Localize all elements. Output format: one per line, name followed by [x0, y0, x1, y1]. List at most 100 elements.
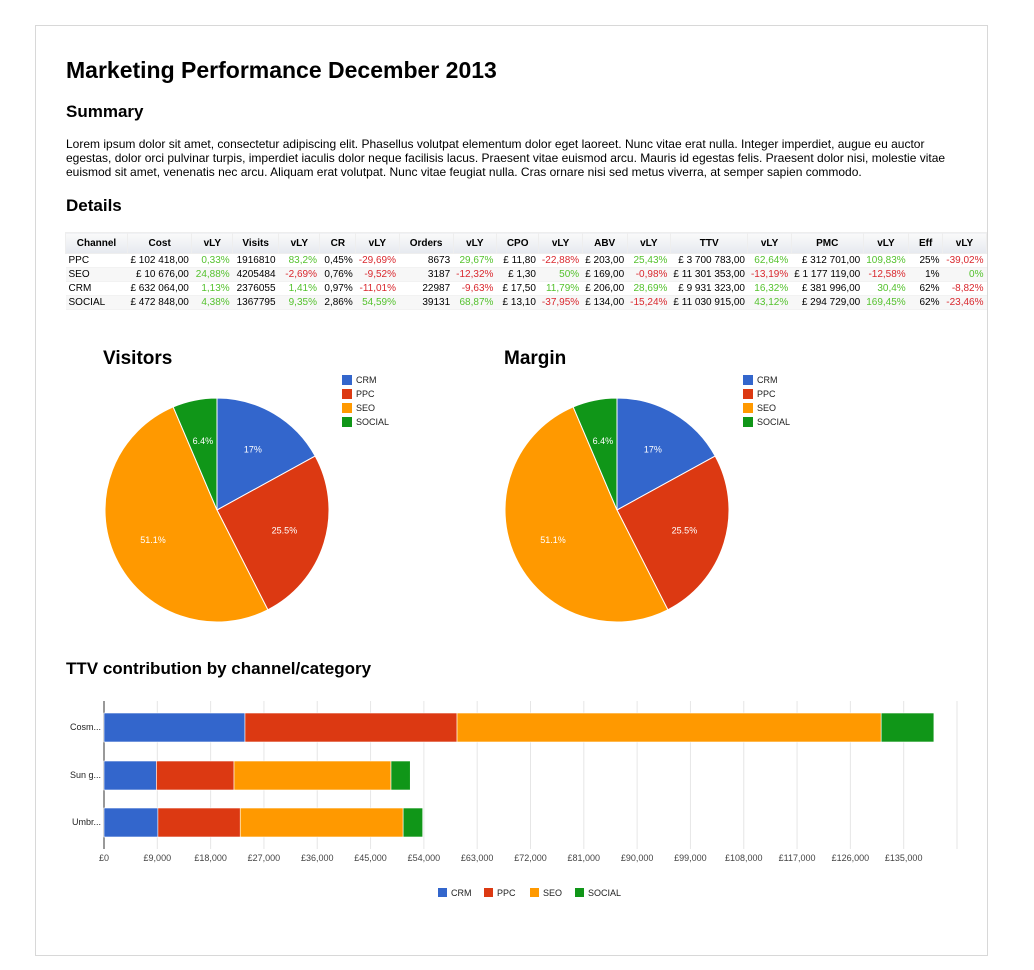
x-tick-label: £45,000	[354, 853, 387, 863]
bar-segment-ppc	[156, 760, 235, 791]
table-cell: 0%	[942, 267, 987, 282]
legend-label: SOCIAL	[757, 417, 790, 427]
table-cell: -22,88%	[538, 253, 583, 268]
legend-label: SOCIAL	[356, 417, 389, 427]
column-header[interactable]: Orders	[398, 232, 454, 254]
legend-label: CRM	[757, 375, 778, 385]
column-header[interactable]: ABV	[581, 232, 628, 254]
table-cell: £ 9 931 323,00	[670, 281, 748, 296]
legend-swatch-seo	[530, 888, 539, 897]
table-cell: 2,86%	[319, 295, 356, 310]
visitors-chart-title: Visitors	[103, 348, 173, 369]
column-header[interactable]: vLY	[191, 232, 234, 254]
table-cell: £ 3 700 783,00	[670, 253, 748, 268]
table-cell: 29,67%	[453, 253, 497, 268]
channel-cell: SEO	[65, 267, 128, 282]
pie-slice-social	[572, 397, 618, 511]
table-cell: £ 11,80	[496, 253, 539, 268]
table-cell: £ 102 418,00	[127, 253, 192, 268]
slice-label: 25.5%	[272, 526, 298, 536]
table-cell: 0,33%	[191, 253, 233, 268]
table-cell: 0,76%	[319, 267, 356, 282]
legend-label: PPC	[356, 389, 375, 399]
legend-label: SEO	[757, 403, 776, 413]
table-cell: -13,19%	[747, 267, 792, 282]
x-tick-label: £81,000	[568, 853, 601, 863]
report-page: Marketing Performance December 2013 Summ…	[35, 25, 988, 956]
pie-slice-crm	[216, 397, 316, 511]
legend-swatch-social	[575, 888, 584, 897]
table-cell: £ 294 729,00	[791, 295, 864, 310]
column-header[interactable]: Cost	[126, 232, 193, 254]
table-cell: -2,69%	[278, 267, 320, 282]
table-cell: 28,69%	[627, 281, 671, 296]
table-cell: 4205484	[232, 267, 279, 282]
table-cell: -9,52%	[355, 267, 400, 282]
table-cell: £ 17,50	[496, 281, 539, 296]
column-header[interactable]: vLY	[747, 232, 792, 254]
details-table: Channel Cost vLY Visits vLY CR vLY Orders vLY CPO…	[65, 232, 987, 310]
table-cell: 62,64%	[747, 253, 792, 268]
x-tick-label: £72,000	[514, 853, 547, 863]
table-cell: 39131	[399, 295, 454, 310]
table-row: CRM £ 632 064,00 1,13% 2376055 1,41% 0,97% -11…	[65, 281, 987, 296]
column-header[interactable]: Visits	[232, 232, 280, 254]
legend-swatch-ppc	[743, 389, 753, 399]
table-cell: -15,24%	[627, 295, 671, 310]
column-header[interactable]: TTV	[669, 232, 749, 254]
x-tick-label: £9,000	[144, 853, 172, 863]
slice-label: 51.1%	[140, 535, 166, 545]
bar-segment-crm	[103, 807, 159, 838]
y-category-label: Umbr...	[72, 817, 101, 827]
column-header[interactable]: vLY	[355, 232, 400, 254]
table-cell: £ 632 064,00	[127, 281, 192, 296]
table-cell: 43,12%	[747, 295, 792, 310]
table-cell: -29,69%	[355, 253, 400, 268]
slice-label: 6.4%	[593, 436, 614, 446]
y-category-label: Cosm...	[70, 722, 101, 732]
table-cell: £ 1 177 119,00	[791, 267, 864, 282]
legend-label: PPC	[497, 888, 516, 898]
legend-label: SEO	[356, 403, 375, 413]
channel-cell: PPC	[65, 253, 128, 268]
bar-segment-social	[402, 807, 423, 838]
column-header[interactable]: CPO	[495, 232, 540, 254]
column-header[interactable]: vLY	[538, 232, 583, 254]
table-cell: 54,59%	[355, 295, 400, 310]
table-cell: 109,83%	[863, 253, 909, 268]
table-cell: -12,32%	[453, 267, 497, 282]
column-header[interactable]: vLY	[862, 232, 910, 254]
table-cell: -0,98%	[627, 267, 671, 282]
pie-slice-social	[172, 397, 218, 511]
table-cell: £ 11 301 353,00	[670, 267, 748, 282]
x-tick-label: £126,000	[832, 853, 870, 863]
pie-slice-crm	[616, 397, 716, 511]
legend-swatch-seo	[743, 403, 753, 413]
legend-swatch-crm	[438, 888, 447, 897]
table-cell: £ 10 676,00	[127, 267, 192, 282]
table-cell: 68,87%	[453, 295, 497, 310]
pie-slice-seo	[504, 406, 669, 623]
table-cell: £ 203,00	[582, 253, 628, 268]
column-header[interactable]: vLY	[452, 232, 497, 254]
bar-segment-ppc	[157, 807, 241, 838]
table-cell: 30,4%	[863, 281, 909, 296]
table-cell: -37,95%	[538, 295, 583, 310]
table-cell: -11,01%	[355, 281, 400, 296]
pie-slice-ppc	[216, 455, 330, 611]
column-header[interactable]: vLY	[942, 232, 987, 254]
table-cell: -23,46%	[942, 295, 987, 310]
column-header[interactable]: vLY	[278, 232, 321, 254]
column-header[interactable]: Eff	[908, 232, 944, 254]
x-tick-label: £99,000	[674, 853, 707, 863]
column-header[interactable]: CR	[319, 232, 357, 254]
table-header-row: Channel Cost vLY Visits vLY CR vLY Orders vLY CPO…	[65, 232, 987, 254]
legend-swatch-social	[743, 417, 753, 427]
legend-swatch-seo	[342, 403, 352, 413]
column-header[interactable]: vLY	[626, 232, 671, 254]
legend-label: SEO	[543, 888, 562, 898]
column-header[interactable]: PMC	[790, 232, 864, 254]
ttv-chart-title: TTV contribution by channel/category	[66, 659, 372, 678]
table-cell: -9,63%	[453, 281, 497, 296]
margin-chart-title: Margin	[504, 348, 567, 369]
